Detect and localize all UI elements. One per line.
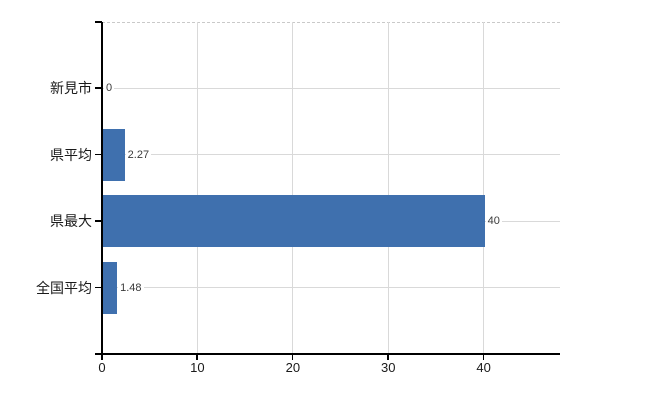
x-tick-4	[482, 354, 485, 360]
bar-2	[103, 195, 485, 248]
y-tick-2	[95, 153, 102, 156]
category-label-0: 新見市	[50, 80, 92, 97]
y-tick-4	[95, 286, 102, 289]
grid-line-h-3	[102, 287, 560, 289]
y-tick-1	[95, 87, 102, 89]
x-axis-line	[95, 353, 560, 355]
x-tick-label-1: 10	[190, 360, 205, 375]
grid-line-v-2	[292, 22, 294, 354]
x-tick-label-4: 40	[476, 360, 491, 375]
y-axis-line	[101, 22, 103, 360]
grid-line-v-4	[483, 22, 485, 354]
grid-line-top	[102, 22, 560, 23]
x-tick-label-0: 0	[98, 360, 106, 375]
x-tick-1	[196, 354, 198, 360]
value-label-0: 0	[104, 81, 115, 96]
x-tick-3	[387, 354, 389, 360]
grid-line-h-1	[102, 154, 560, 156]
y-tick-0	[95, 21, 102, 23]
category-label-2: 県最大	[50, 213, 92, 230]
grid-line-v-3	[387, 22, 389, 354]
x-tick-label-3: 30	[381, 360, 396, 375]
bar-3	[103, 261, 118, 314]
value-label-2: 40	[485, 214, 502, 229]
category-label-3: 全国平均	[36, 279, 92, 296]
grid-line-h-0	[102, 87, 560, 89]
grid-line-v-1	[196, 22, 198, 354]
x-tick-label-2: 20	[285, 360, 301, 375]
category-label-1: 県平均	[50, 146, 92, 163]
x-tick-0	[101, 354, 103, 360]
value-label-3: 1.48	[118, 280, 144, 295]
bar-1	[103, 128, 125, 181]
y-tick-3	[95, 220, 102, 222]
value-label-1: 2.27	[125, 147, 152, 162]
x-tick-2	[291, 354, 294, 360]
